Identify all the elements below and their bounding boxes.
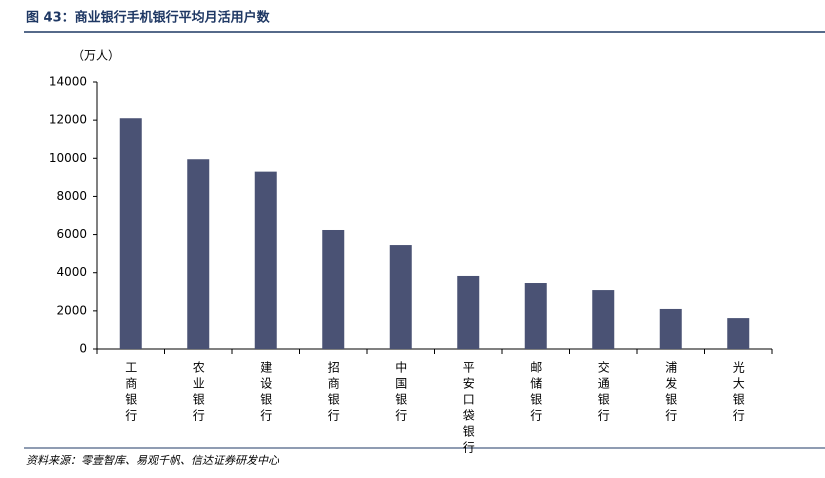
bar [727,318,750,349]
x-tick-label: 招商银行 [326,361,340,425]
x-tick-label: 浦发银行 [664,361,678,425]
y-tick-label: 10000 [49,151,87,165]
y-tick-label: 14000 [49,75,87,89]
bar [254,171,277,349]
x-tick-label: 中国银行 [394,360,408,425]
bar [457,275,480,349]
y-tick-label: 8000 [56,189,87,203]
chart-title: 图 43：商业银行手机银行平均月活用户数 [26,10,271,26]
x-tick-label: 交通银行 [596,360,610,425]
x-tick-label: 平安口袋银行 [461,361,475,457]
x-tick-label: 邮储银行 [529,361,543,425]
y-tick-label: 6000 [56,227,87,241]
bar [322,229,345,349]
bar [187,159,210,349]
source-note: 资料来源：零壹智库、易观千帆、信达证券研发中心 [26,454,280,467]
bar [119,118,142,349]
x-tick-label: 建设银行 [259,361,273,425]
x-tick-label: 光大银行 [731,361,745,425]
x-tick-label: 工商银行 [124,361,138,425]
bar [389,245,412,349]
bar [659,308,682,349]
bar [524,283,547,349]
y-tick-label: 12000 [49,113,87,127]
y-tick-label: 2000 [56,303,87,317]
y-tick-label: 0 [79,342,87,356]
bar [592,290,615,349]
y-unit: （万人） [72,49,120,63]
x-tick-label: 农业银行 [191,361,205,425]
y-tick-label: 4000 [56,265,87,279]
